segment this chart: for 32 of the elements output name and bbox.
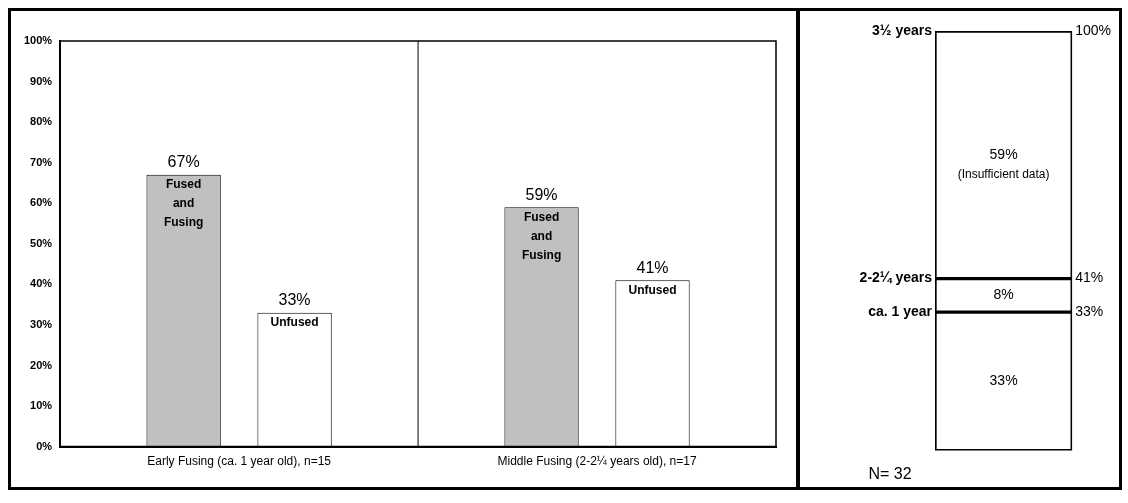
x-tick-label: Early Fusing (ca. 1 year old), n=15: [147, 454, 332, 469]
text: N= 32: [868, 465, 912, 483]
data-label: 8%: [993, 286, 1014, 303]
text: Unfused: [628, 282, 677, 297]
y-tick-label: 80%: [30, 115, 53, 128]
text: ca. 1 year: [868, 302, 933, 319]
text: 2-2¼ years: [859, 269, 933, 286]
annotation: (Insufficient data): [957, 167, 1050, 182]
data-label: 33%: [278, 291, 311, 309]
y-tick-label: 60%: [30, 196, 53, 209]
data-label: 59%: [525, 185, 558, 203]
y-tick-label: 100%: [23, 34, 53, 47]
y-tick-label: 33%: [1075, 302, 1104, 319]
y-tick-label: 41%: [1075, 269, 1104, 286]
text: Fused and Fusing: [521, 209, 562, 262]
text: 3½ years: [872, 21, 933, 38]
y-tick-label: 10%: [30, 399, 53, 412]
y-tick-label: 100%: [1075, 21, 1112, 38]
y-tick-label: 50%: [30, 236, 53, 249]
data-label: 33%: [989, 372, 1018, 389]
y-tick-label: 20%: [30, 358, 53, 371]
y-tick-label: 90%: [30, 74, 53, 87]
y-tick-label: 70%: [30, 155, 53, 168]
y-tick-label: 30%: [30, 317, 53, 330]
y-tick-label: 0%: [36, 439, 53, 452]
data-label: 41%: [636, 258, 669, 276]
series-label: Fused and Fusing: [163, 177, 204, 230]
data-label: 67%: [167, 153, 200, 171]
series-label: Unfused: [270, 315, 319, 330]
x-tick-label: Middle Fusing (2-2¼ years old), n=17: [497, 454, 697, 469]
data-label: 59%: [989, 145, 1018, 162]
y-tick-label: 40%: [30, 277, 53, 290]
